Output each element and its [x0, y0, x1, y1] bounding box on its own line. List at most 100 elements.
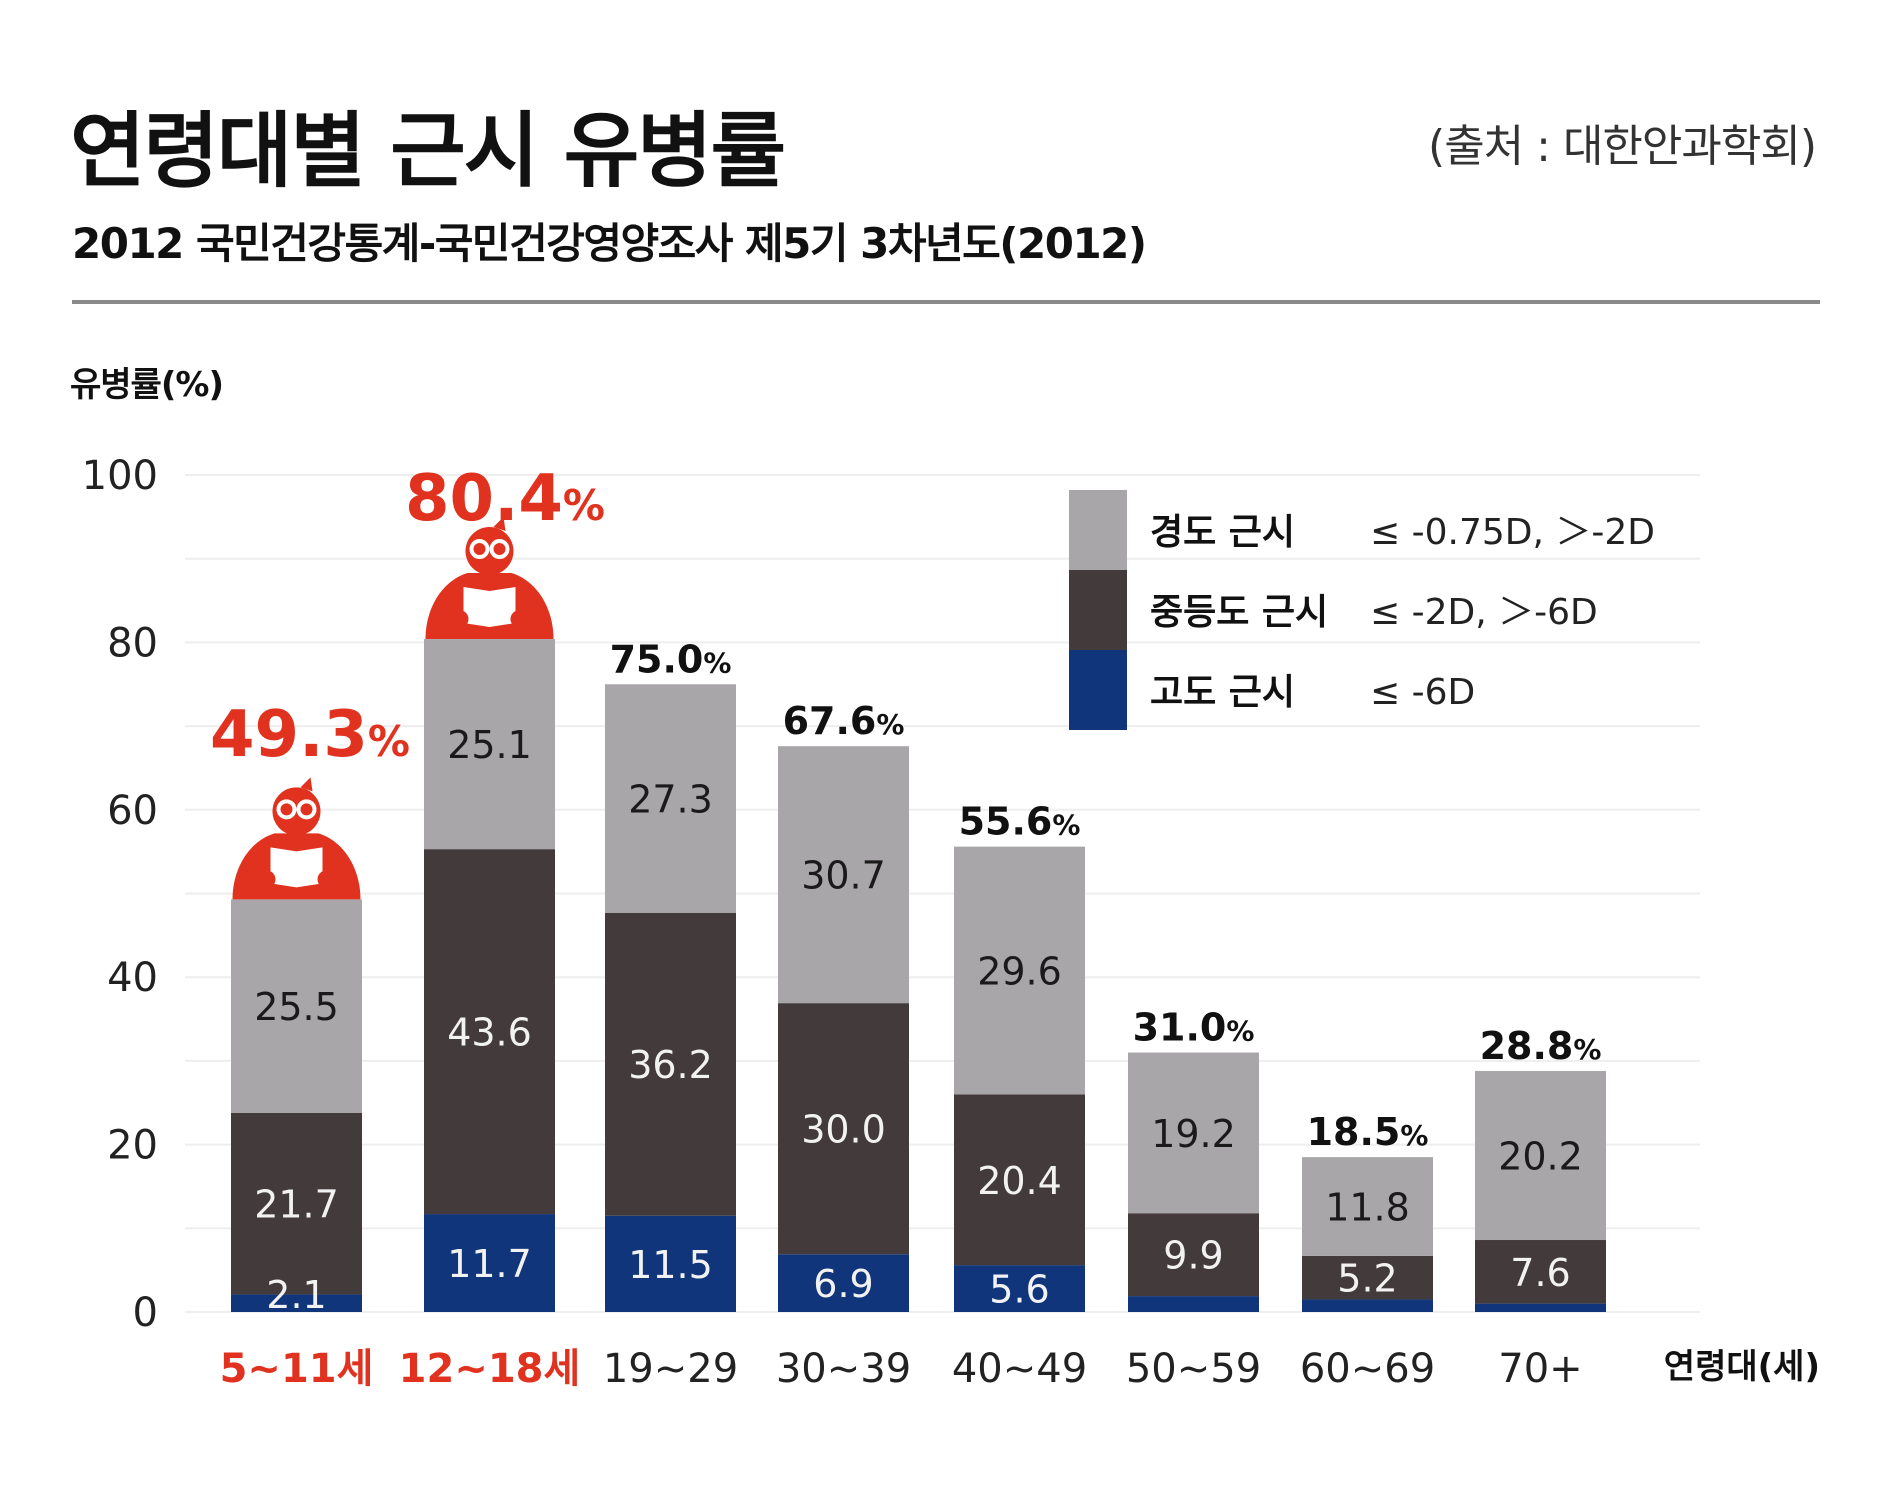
total-label: 80.4%	[405, 462, 605, 536]
glasses-right	[296, 799, 317, 820]
segment-value-label: 20.4	[977, 1159, 1062, 1203]
percent-sign: %	[1400, 1119, 1428, 1152]
glasses-left	[469, 539, 490, 560]
total-label: 67.6%	[783, 699, 905, 743]
segment-value-label: 25.5	[254, 985, 339, 1029]
bar-segment	[231, 899, 362, 1113]
icons	[232, 517, 554, 900]
legend: 경도 근시 ≤ -0.75D, ＞-2D 중등도 근시 ≤ -2D, ＞-6D 고도 근…	[1069, 490, 1655, 730]
segment-value-label: 9.9	[1163, 1234, 1223, 1278]
total-value: 49.3	[210, 698, 368, 772]
y-tick-label: 100	[82, 453, 158, 499]
bar-segment	[1302, 1299, 1433, 1312]
segment-value-label: 36.2	[628, 1043, 713, 1087]
x-tick-label: 30~39	[776, 1346, 911, 1392]
subtitle: 2012 국민건강통계-국민건강영양조사 제5기 3차년도(2012)	[72, 219, 1147, 268]
segment-value-label: 29.6	[977, 950, 1062, 994]
hand-left	[257, 870, 276, 889]
bar-segment	[231, 1112, 362, 1295]
bar-segment	[954, 846, 1085, 1095]
total-value: 55.6	[959, 800, 1053, 844]
bar-segment	[1302, 1255, 1433, 1300]
segment-value-label: 11.8	[1325, 1186, 1410, 1230]
book	[463, 587, 516, 628]
legend-label: 중등도 근시	[1150, 592, 1328, 633]
bar-segment	[954, 1265, 1085, 1312]
percent-sign: %	[1226, 1015, 1254, 1048]
page-title: 연령대별 근시 유병률	[70, 104, 786, 199]
total-value: 75.0	[610, 637, 704, 681]
reading-person-icon	[232, 777, 361, 900]
total-label: 28.8%	[1480, 1024, 1602, 1068]
bar-segment	[1128, 1296, 1259, 1312]
total-value: 31.0	[1133, 1006, 1227, 1050]
segment-value-label: 27.3	[628, 778, 713, 822]
percent-sign: %	[1573, 1033, 1601, 1066]
legend-swatch	[1069, 490, 1127, 570]
y-tick-label: 80	[107, 620, 158, 666]
segment-value-label: 21.7	[254, 1183, 339, 1227]
person-hair	[493, 517, 506, 532]
bar-segment	[778, 1003, 909, 1255]
person-head	[272, 787, 321, 836]
segment-value-label: 2.1	[266, 1273, 326, 1317]
source-note: (출처 : 대한안과학회)	[1428, 121, 1817, 172]
segment-value-label: 19.2	[1151, 1112, 1236, 1156]
hand-right	[510, 610, 529, 629]
bar-segment	[605, 912, 736, 1216]
x-tick-label: 40~49	[952, 1346, 1087, 1392]
glasses-left	[276, 799, 297, 820]
y-tick-label: 20	[107, 1123, 158, 1169]
total-value: 67.6	[783, 699, 877, 743]
hand-left	[450, 610, 469, 629]
legend-swatch	[1069, 650, 1127, 730]
y-tick-label: 0	[133, 1290, 158, 1336]
y-axis-ticks: 0 20 40 60 80 100	[82, 453, 158, 1336]
bar-segment	[424, 639, 555, 850]
bar-segment	[1475, 1070, 1606, 1241]
bar-segment	[424, 1214, 555, 1312]
bar-segment	[1302, 1157, 1433, 1256]
bar-segment	[231, 1294, 362, 1312]
segment-value-label: 11.7	[447, 1242, 532, 1286]
percent-sign: %	[368, 717, 410, 766]
percent-sign: %	[876, 708, 904, 741]
percent-sign: %	[563, 481, 605, 530]
segment-value-label: 11.5	[628, 1243, 713, 1287]
x-tick-label: 12~18세	[399, 1346, 581, 1392]
total-value: 28.8	[1480, 1024, 1574, 1068]
bar-segment	[778, 1254, 909, 1312]
bar-segment	[1128, 1213, 1259, 1297]
x-axis-labels: 5~11세 12~18세 19~29 30~39 40~49 50~59 60~69 70+	[220, 1346, 1583, 1392]
y-axis-title: 유병률(%)	[70, 365, 224, 405]
x-tick-label: 5~11세	[220, 1346, 374, 1392]
segment-value-label: 43.6	[447, 1011, 532, 1055]
segment-value-label: 30.7	[801, 854, 886, 898]
legend-range: ≤ -2D, ＞-6D	[1370, 592, 1598, 633]
total-label: 18.5%	[1307, 1110, 1429, 1154]
percent-sign: %	[1052, 809, 1080, 842]
total-label: 49.3%	[210, 698, 410, 772]
total-labels: 49.3%80.4%75.0%67.6%55.6%31.0%18.5%28.8%	[210, 462, 1601, 1154]
glasses-right	[489, 539, 510, 560]
x-tick-label: 70+	[1498, 1346, 1582, 1392]
bar-segment	[1128, 1052, 1259, 1214]
segment-value-label: 6.9	[813, 1262, 873, 1306]
total-value: 80.4	[405, 462, 563, 536]
segment-value-label: 5.2	[1337, 1257, 1397, 1301]
x-tick-label: 19~29	[603, 1346, 738, 1392]
bar-segment	[605, 684, 736, 913]
total-label: 75.0%	[610, 637, 732, 681]
person-head	[465, 527, 514, 576]
total-value: 18.5	[1307, 1110, 1401, 1154]
y-tick-label: 60	[107, 788, 158, 834]
bar-segment	[778, 746, 909, 1004]
bars	[231, 639, 1606, 1312]
segment-value-label: 30.0	[801, 1108, 886, 1152]
segment-value-label: 20.2	[1498, 1134, 1583, 1178]
book	[270, 847, 323, 888]
hand-right	[317, 870, 336, 889]
x-tick-label: 60~69	[1300, 1346, 1435, 1392]
legend-label: 경도 근시	[1150, 512, 1295, 553]
segment-value-label: 5.6	[989, 1268, 1049, 1312]
